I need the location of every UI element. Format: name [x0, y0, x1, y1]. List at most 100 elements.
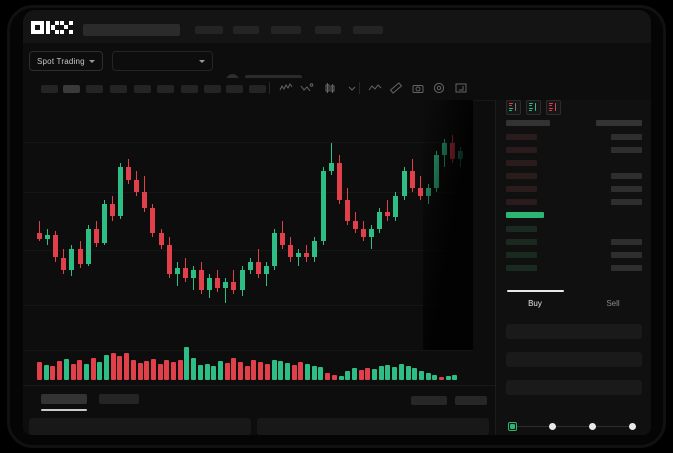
- candle: [118, 100, 123, 330]
- volume-bar: [385, 365, 391, 380]
- slider-step-25[interactable]: [549, 423, 556, 430]
- nav-item-2[interactable]: [271, 26, 301, 34]
- volume-bar: [164, 360, 170, 380]
- camera-snapshot-icon[interactable]: [411, 81, 425, 95]
- total-field[interactable]: [506, 380, 642, 395]
- amount-slider[interactable]: [508, 422, 638, 432]
- timeframe-chip-1[interactable]: [63, 85, 80, 93]
- toolbar-divider: [269, 82, 270, 94]
- app-screen: Spot Trading: [23, 10, 651, 435]
- volume-bar: [264, 364, 270, 380]
- volume-bar: [412, 368, 418, 380]
- volume-bar: [117, 356, 123, 380]
- volume-bar: [177, 359, 183, 380]
- volume-bar: [124, 353, 130, 380]
- timeframe-chip-7[interactable]: [204, 85, 221, 93]
- candle: [207, 100, 213, 330]
- candle: [37, 100, 42, 330]
- price-chart[interactable]: [23, 100, 473, 385]
- chart-footer-tab-1[interactable]: [99, 394, 139, 404]
- volume-bar: [211, 365, 217, 380]
- orderbook-bid-price: [506, 252, 537, 258]
- volume-bar: [378, 366, 384, 380]
- candle: [150, 100, 156, 330]
- tab-buy[interactable]: Buy: [528, 299, 542, 308]
- bottom-panels: [23, 413, 495, 435]
- orderbook-bid-price: [506, 226, 537, 232]
- settings-gear-icon[interactable]: [432, 81, 446, 95]
- volume-bar: [338, 375, 344, 380]
- measure-ruler-icon[interactable]: [389, 81, 403, 95]
- line-style-icon[interactable]: [368, 81, 382, 95]
- candle: [271, 100, 277, 330]
- indicators-icon[interactable]: [279, 81, 293, 95]
- orderbook-bid-amount: [611, 239, 642, 245]
- volume-bar: [144, 360, 150, 380]
- orderbook-bid-price: [506, 265, 537, 271]
- chart-footer-tab-0[interactable]: [41, 394, 87, 404]
- top-navigation-bar: [23, 10, 651, 43]
- trading-pair-selector[interactable]: [112, 51, 213, 71]
- nav-item-0[interactable]: [195, 26, 223, 34]
- chart-type-icon[interactable]: [323, 81, 337, 95]
- chart-footer-button-1[interactable]: [455, 396, 487, 405]
- volume-bar: [305, 363, 310, 380]
- timeframe-chip-6[interactable]: [181, 85, 198, 93]
- slider-handle[interactable]: [508, 422, 517, 431]
- nav-item-3[interactable]: [315, 26, 341, 34]
- candle: [93, 100, 99, 330]
- positions-panel[interactable]: [257, 418, 489, 435]
- slider-step-50[interactable]: [589, 423, 596, 430]
- search-input[interactable]: [83, 24, 180, 36]
- volume-bar: [251, 360, 257, 380]
- volume-bar: [372, 369, 377, 380]
- orderbook-both-icon[interactable]: [506, 100, 521, 115]
- timeframe-chip-5[interactable]: [157, 85, 174, 93]
- active-tab-underline: [41, 409, 87, 411]
- candle: [239, 100, 245, 330]
- volume-bar: [104, 354, 109, 380]
- orderbook-ask-price: [506, 134, 537, 140]
- candle: [393, 100, 399, 330]
- chart-footer-button-0[interactable]: [411, 396, 447, 405]
- volume-bar: [311, 365, 317, 380]
- nav-item-4[interactable]: [353, 26, 383, 34]
- orderbook-view-modes: [506, 100, 561, 115]
- timeframe-chip-9[interactable]: [249, 85, 266, 93]
- okx-logo-icon[interactable]: [31, 21, 74, 34]
- price-field[interactable]: [506, 324, 642, 339]
- market-mode-selector[interactable]: Spot Trading: [29, 51, 103, 71]
- timeframe-chip-3[interactable]: [110, 85, 127, 93]
- compare-icon[interactable]: [300, 81, 314, 95]
- volume-bar: [439, 376, 444, 380]
- volume-bar: [157, 363, 163, 380]
- volume-bar: [217, 360, 223, 380]
- orderbook-buy-icon[interactable]: [526, 100, 541, 115]
- orders-panel[interactable]: [29, 418, 251, 435]
- volume-bar: [425, 373, 431, 380]
- amount-field[interactable]: [506, 352, 642, 367]
- orderbook-sell-icon[interactable]: [546, 100, 561, 115]
- ticker-bar: Spot Trading: [23, 43, 651, 93]
- slider-step-75[interactable]: [629, 423, 636, 430]
- nav-item-1[interactable]: [233, 26, 259, 34]
- orderbook-ask-price: [506, 199, 537, 205]
- tab-sell[interactable]: Sell: [606, 299, 620, 308]
- candle: [190, 100, 196, 330]
- timeframe-chip-4[interactable]: [134, 85, 151, 93]
- candle: [352, 100, 358, 330]
- market-mode-label: Spot Trading: [37, 56, 85, 66]
- fullscreen-icon[interactable]: [454, 81, 468, 95]
- candle: [320, 100, 326, 330]
- orderbook-bid-amount: [611, 252, 642, 258]
- trade-form-tabs: Buy Sell: [496, 290, 651, 318]
- timeframe-chip-2[interactable]: [86, 85, 103, 93]
- timeframe-chip-8[interactable]: [226, 85, 243, 93]
- candle: [174, 100, 180, 330]
- chevron-down-icon[interactable]: [345, 81, 359, 95]
- volume-bar: [197, 365, 203, 380]
- volume-bar: [351, 368, 357, 380]
- timeframe-chip-0[interactable]: [41, 85, 58, 93]
- candle: [263, 100, 269, 330]
